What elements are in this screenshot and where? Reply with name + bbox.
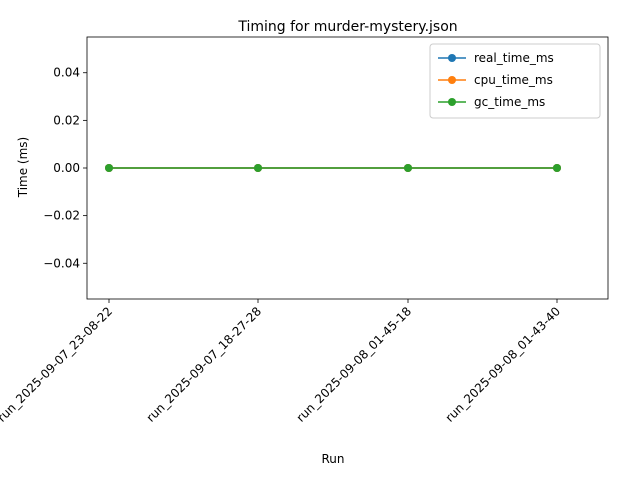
y-tick-label: 0.04 [53, 66, 80, 80]
legend-marker-cpu_time_ms [448, 76, 456, 84]
x-axis-label: Run [321, 452, 344, 466]
data-point-gc_time_ms [105, 164, 113, 172]
data-point-gc_time_ms [553, 164, 561, 172]
legend-label: gc_time_ms [474, 95, 545, 109]
data-point-gc_time_ms [404, 164, 412, 172]
y-tick-label: 0.02 [53, 113, 80, 127]
chart-title: Timing for murder-mystery.json [237, 19, 457, 35]
y-tick-label: −0.02 [43, 209, 80, 223]
legend-label: real_time_ms [474, 51, 554, 65]
legend-label: cpu_time_ms [474, 73, 553, 87]
y-tick-label: −0.04 [43, 256, 80, 270]
legend-marker-gc_time_ms [448, 98, 456, 106]
x-tick-label: run_2025-09-08_01-43-40 [443, 304, 563, 424]
legend-marker-real_time_ms [448, 54, 456, 62]
legend-box [429, 43, 601, 119]
x-tick-label: run_2025-09-07_18-27-28 [144, 304, 264, 424]
x-tick-label: run_2025-09-07_23-08-22 [0, 304, 115, 424]
data-point-gc_time_ms [254, 164, 262, 172]
x-tick-label: run_2025-09-08_01-45-18 [294, 304, 414, 424]
y-axis-label: Time (ms) [16, 137, 30, 199]
y-tick-label: 0.00 [53, 161, 80, 175]
